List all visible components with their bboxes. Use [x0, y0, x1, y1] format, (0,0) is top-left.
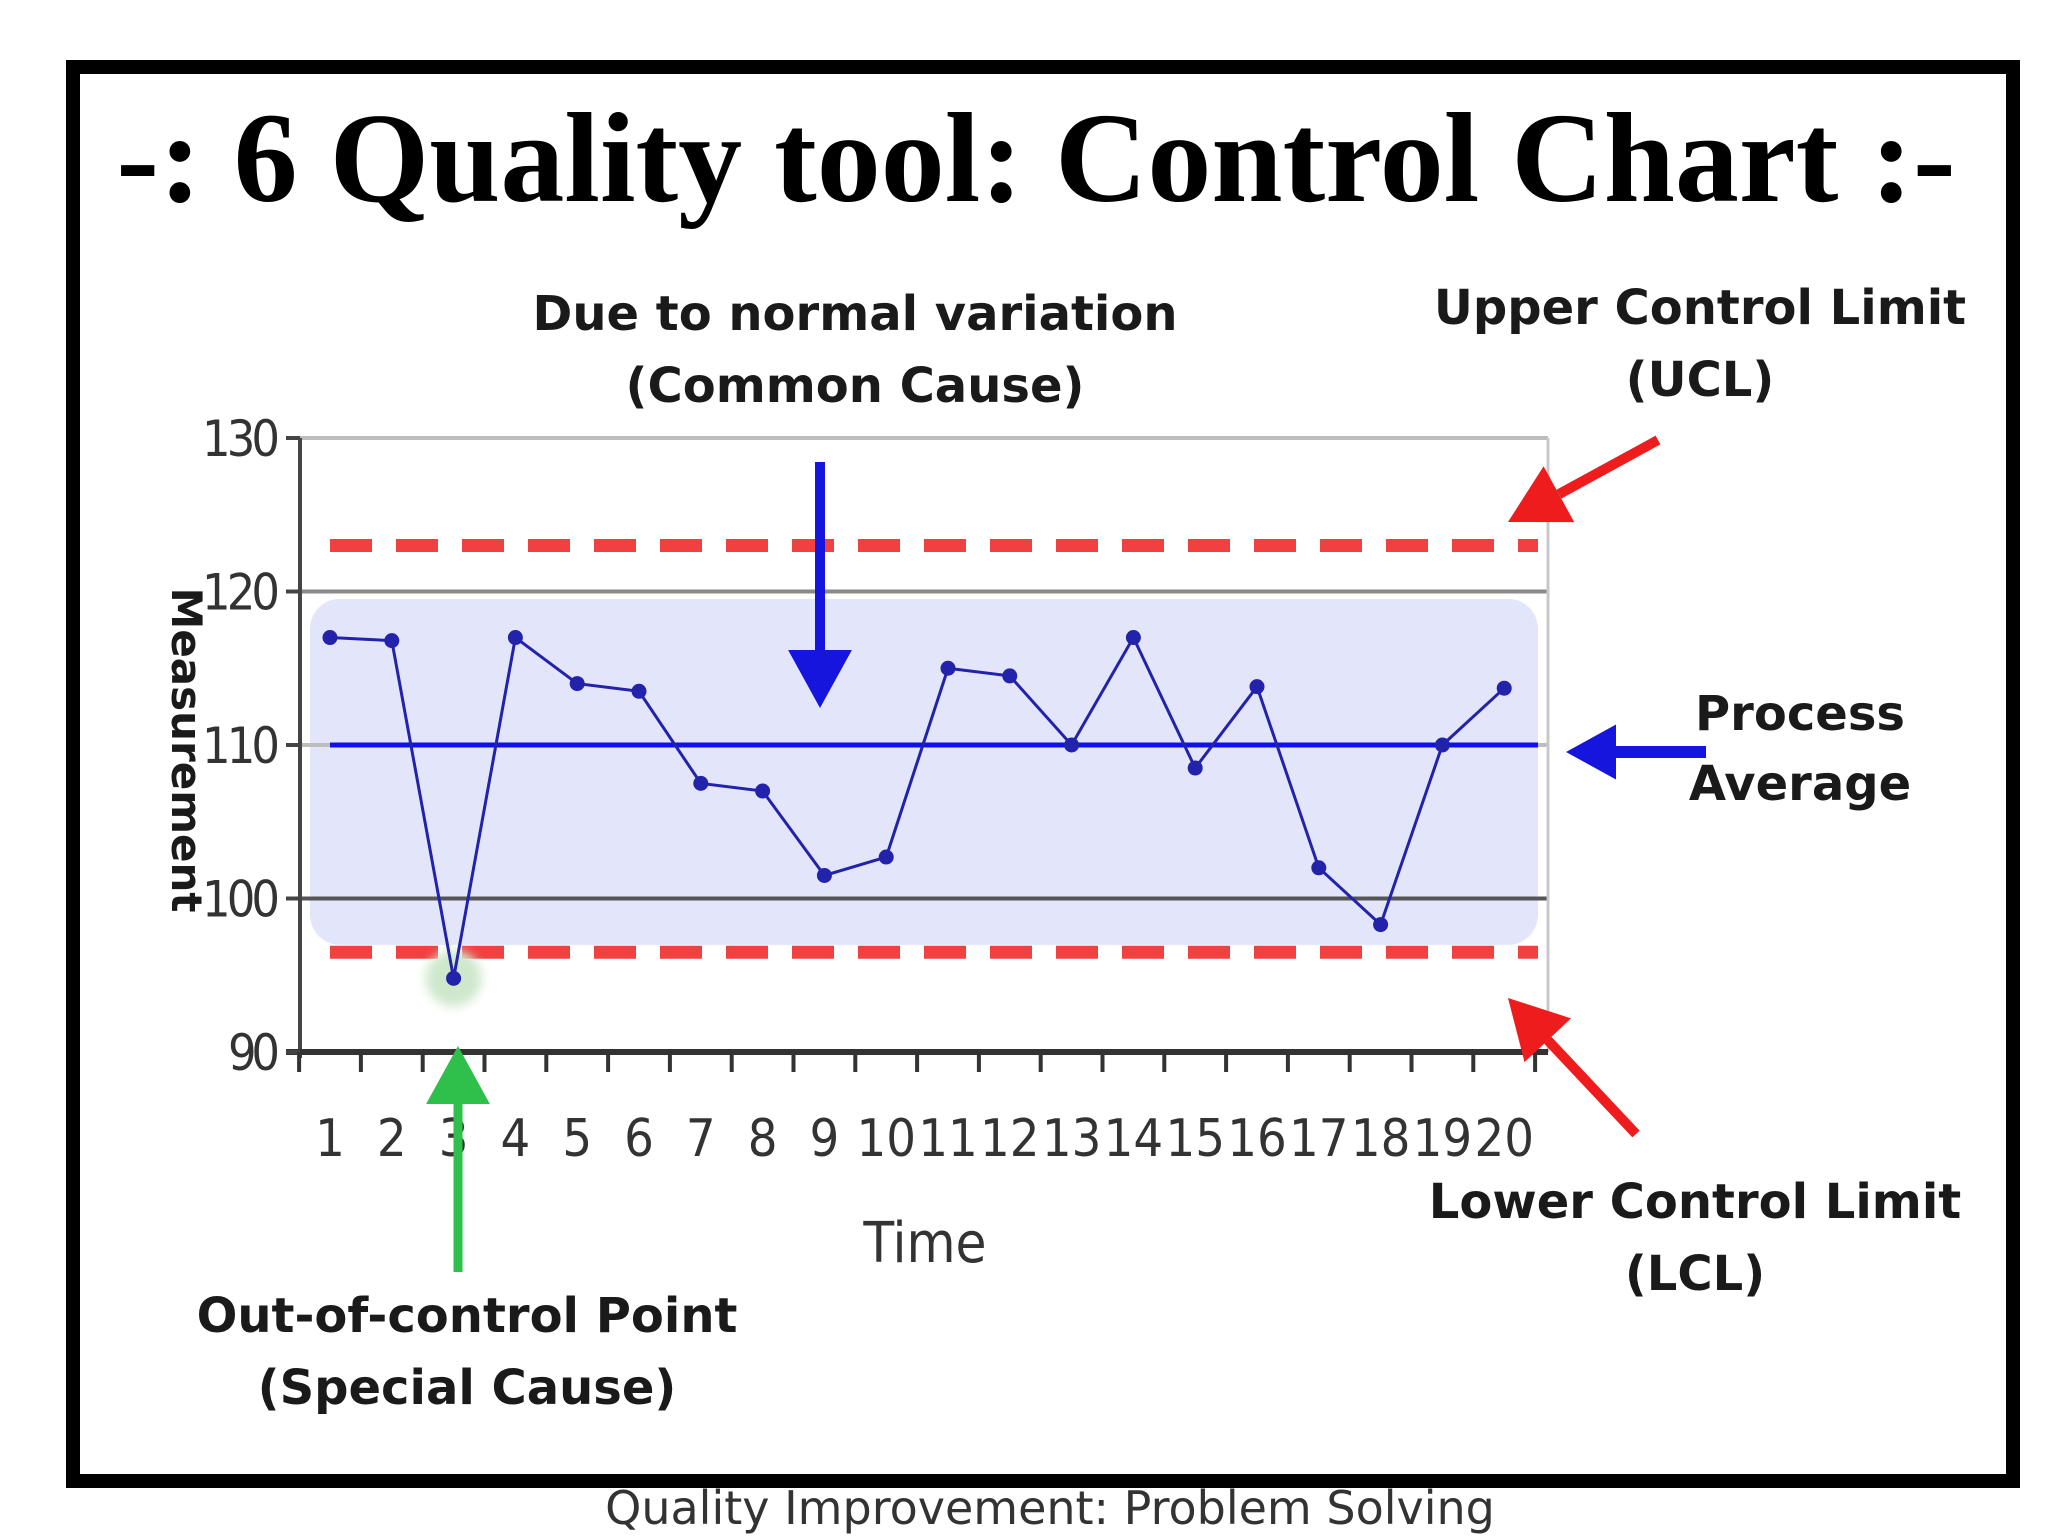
common-cause-label-line1: Due to normal variation: [532, 286, 1177, 342]
data-point: [1434, 737, 1450, 753]
data-point: [1125, 630, 1141, 646]
x-tick-label: 17: [1289, 1109, 1349, 1169]
series-line: [329, 634, 1506, 979]
ucl-label-line2: (UCL): [1626, 352, 1775, 408]
lcl-label-line1: Lower Control Limit: [1429, 1174, 1961, 1230]
data-point: [446, 970, 462, 986]
lcl-arrow-icon-head: [1508, 998, 1571, 1063]
x-tick-label: 16: [1227, 1109, 1287, 1169]
x-tick-label: 12: [980, 1109, 1040, 1169]
data-point: [755, 783, 771, 799]
data-point: [1064, 737, 1080, 753]
footer-text: Quality Improvement: Problem Solving: [605, 1481, 1495, 1535]
ucl-arrow-icon-shaft: [1556, 435, 1661, 499]
data-point: [816, 867, 832, 883]
data-point: [322, 630, 338, 646]
y-axis-label: Measurement: [162, 588, 211, 913]
x-tick-label: 5: [562, 1109, 592, 1169]
x-tick-label: 13: [1042, 1109, 1102, 1169]
data-point: [1249, 679, 1265, 695]
slide-title: -: 6 Quality tool: Control Chart :-: [116, 87, 1956, 229]
ucl-label-line1: Upper Control Limit: [1434, 280, 1966, 336]
y-tick-label: 100: [202, 871, 280, 929]
x-axis-label: Time: [862, 1211, 986, 1276]
x-tick-label: 20: [1474, 1109, 1534, 1169]
data-point: [507, 630, 523, 646]
process-average-label-line2: Average: [1689, 756, 1911, 812]
ucl-arrow-icon-head: [1508, 466, 1575, 523]
common-cause-label-line2: (Common Cause): [626, 358, 1085, 414]
data-point: [693, 775, 709, 791]
data-point: [384, 633, 400, 649]
special-cause-label-line1: Out-of-control Point: [197, 1288, 738, 1344]
y-tick-label: 120: [202, 564, 280, 622]
data-point: [1373, 917, 1389, 933]
data-point: [878, 849, 894, 865]
x-tick-label: 15: [1165, 1109, 1225, 1169]
x-tick-label: 4: [501, 1109, 531, 1169]
data-point: [1002, 668, 1018, 684]
data-point: [1311, 860, 1327, 876]
common-cause-band: [310, 598, 1538, 945]
data-point: [1496, 680, 1512, 696]
special-cause-label-line2: (Special Cause): [258, 1360, 677, 1416]
x-tick-label: 9: [810, 1109, 840, 1169]
lcl-label-line2: (LCL): [1625, 1246, 1765, 1302]
y-tick-label: 90: [228, 1024, 280, 1082]
x-tick-label: 2: [377, 1109, 407, 1169]
x-tick-label: 18: [1351, 1109, 1411, 1169]
lcl-arrow-icon-shaft: [1544, 1036, 1640, 1138]
left-arrow-icon-head: [1566, 724, 1616, 780]
down-arrow-icon-head: [788, 650, 852, 708]
data-point: [1187, 760, 1203, 776]
data-point: [569, 676, 585, 692]
x-tick-label: 19: [1413, 1109, 1473, 1169]
x-tick-label: 7: [686, 1109, 716, 1169]
x-tick-label: 10: [856, 1109, 916, 1169]
x-tick-label: 6: [624, 1109, 654, 1169]
y-tick-label: 110: [202, 717, 280, 775]
process-average-label-line1: Process: [1695, 686, 1905, 742]
x-tick-label: 11: [918, 1109, 978, 1169]
x-tick-label: 8: [748, 1109, 778, 1169]
x-tick-label: 14: [1104, 1109, 1164, 1169]
up-arrow-icon-head: [426, 1046, 490, 1104]
y-tick-label: 130: [202, 410, 280, 468]
x-tick-label: 1: [315, 1109, 345, 1169]
data-point: [940, 660, 956, 676]
data-point: [631, 683, 647, 699]
